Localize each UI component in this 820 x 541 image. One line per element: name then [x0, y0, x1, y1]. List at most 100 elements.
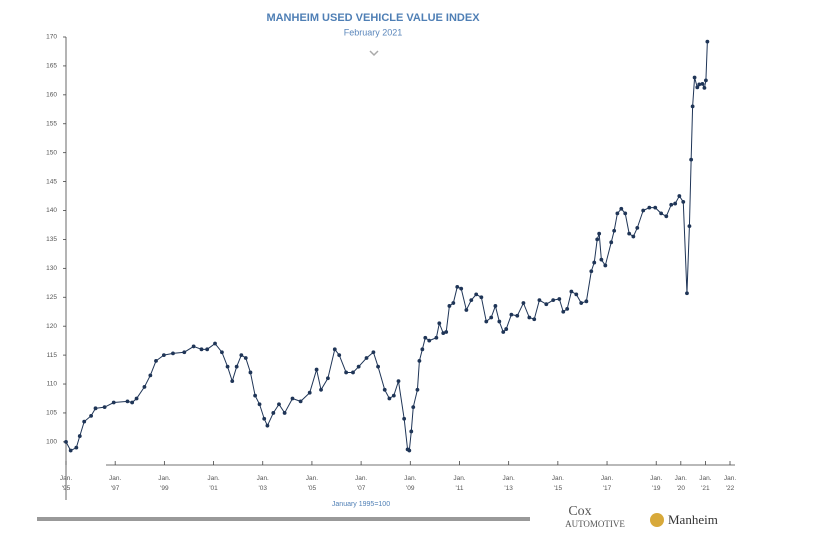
index-point [225, 364, 230, 369]
index-point [447, 304, 452, 308]
index-point [337, 353, 342, 358]
index-point [387, 396, 392, 401]
index-point [641, 208, 646, 213]
index-point [623, 211, 628, 216]
index-point [537, 298, 542, 303]
y-tick-label: 140 [46, 207, 57, 214]
x-tick-label: Jan. '11 [453, 475, 465, 492]
index-point [695, 85, 700, 90]
y-tick-label: 115 [47, 352, 58, 359]
index-point [89, 413, 93, 418]
index-point [612, 228, 617, 233]
index-point [102, 405, 107, 410]
index-point [631, 234, 636, 239]
index-point [319, 387, 323, 392]
x-tick-label: Jan. '13 [503, 475, 515, 492]
index-point [689, 157, 694, 162]
index-point [191, 344, 196, 349]
index-point [371, 350, 376, 355]
index-point [493, 304, 498, 308]
x-tick-label: Jan. '20 [675, 475, 687, 492]
index-point [504, 327, 509, 331]
chart-title: MANHEIM USED VEHICLE VALUE INDEX [266, 12, 480, 24]
index-point [584, 299, 589, 304]
index-point [479, 295, 484, 300]
y-tick-label: 165 [46, 63, 57, 70]
x-tick-label: Jan. '09 [404, 475, 416, 492]
index-point [154, 358, 158, 363]
index-point [635, 225, 640, 230]
index-point [239, 353, 244, 358]
index-point [356, 364, 361, 369]
chevron [369, 50, 379, 57]
index-point [434, 335, 439, 340]
index-point [464, 308, 469, 312]
y-tick-label: 170 [46, 34, 57, 41]
logo-manheim: Manheim [668, 512, 718, 527]
x-tick-label: Jan. '17 [601, 475, 613, 492]
x-tick-label: Jan. '97 [109, 475, 121, 492]
index-point [351, 370, 355, 375]
index-point [509, 312, 514, 317]
index-point [230, 379, 235, 384]
index-point [142, 385, 147, 389]
index-point [615, 211, 620, 216]
index-point [459, 286, 464, 291]
y-tick-label: 160 [46, 92, 57, 99]
index-point [469, 298, 474, 303]
index-point [455, 284, 460, 289]
index-point [253, 393, 258, 398]
logo-emblem [650, 513, 664, 527]
y-tick-label: 120 [46, 323, 57, 330]
index-point [700, 81, 705, 86]
index-point [423, 335, 428, 340]
index-point [544, 302, 549, 307]
index-point [437, 321, 442, 326]
index-point [489, 315, 494, 320]
y-tick-label: 125 [46, 294, 57, 301]
index-point [565, 306, 570, 311]
index-point [290, 396, 295, 401]
index-line [65, 41, 708, 452]
y-tick-label: 135 [46, 236, 57, 243]
x-tick-label: Jan. '15 [552, 475, 564, 492]
index-point [599, 257, 604, 262]
index-point [685, 291, 689, 296]
index-point [64, 439, 68, 444]
index-point [134, 396, 139, 401]
index-point [444, 330, 449, 334]
index-point [125, 399, 130, 404]
y-tick-label: 100 [46, 439, 57, 446]
index-point [364, 356, 369, 360]
index-point [497, 319, 502, 324]
logo-cox: Cox [568, 504, 591, 519]
index-point [664, 214, 669, 219]
index-point [677, 194, 682, 198]
index-point [130, 400, 135, 405]
index-point [271, 411, 276, 415]
index-point [205, 347, 210, 352]
index-point [243, 356, 248, 360]
x-tick-label: Jan. '21 [699, 475, 711, 492]
axis-note: January 1995=100 [332, 501, 390, 508]
index-point [314, 367, 319, 372]
index-point [77, 434, 82, 438]
index-point [262, 416, 267, 421]
index-point [702, 85, 707, 90]
index-point [659, 211, 664, 216]
index-point [182, 350, 187, 355]
index-point [415, 387, 420, 392]
y-tick-label: 145 [46, 178, 57, 185]
index-point [574, 292, 579, 297]
index-point [603, 263, 608, 268]
index-point [595, 237, 600, 242]
index-point [692, 75, 697, 80]
index-point [93, 406, 98, 411]
index-point [409, 429, 414, 434]
index-point [474, 292, 479, 297]
index-point [402, 416, 407, 421]
index-point [248, 370, 253, 375]
index-point [690, 104, 695, 109]
y-tick-label: 110 [47, 381, 58, 388]
